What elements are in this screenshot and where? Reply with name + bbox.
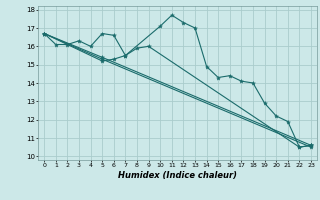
X-axis label: Humidex (Indice chaleur): Humidex (Indice chaleur): [118, 171, 237, 180]
